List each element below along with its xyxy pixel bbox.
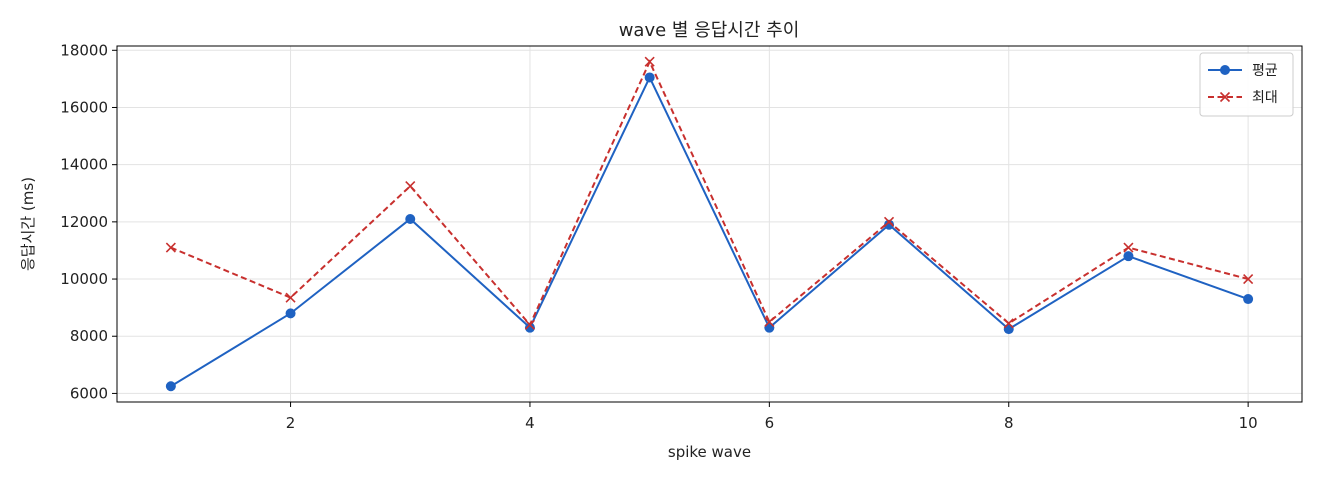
x-tick-label: 4 [525, 414, 535, 432]
y-tick-label: 10000 [60, 270, 108, 288]
data-point [1123, 251, 1134, 262]
y-tick-label: 12000 [60, 213, 108, 231]
x-tick-label: 6 [765, 414, 775, 432]
y-axis-label: 응답시간 (ms) [19, 177, 37, 271]
chart-title: wave 별 응답시간 추이 [619, 20, 800, 41]
series-line [170, 75, 1249, 388]
series-2 [165, 56, 1254, 330]
data-point [644, 56, 655, 67]
data-point [285, 292, 296, 303]
plot-frame [116, 45, 1303, 403]
data-point [165, 242, 176, 253]
data-point [1123, 242, 1134, 253]
data-point [1243, 273, 1254, 285]
legend-marker [1219, 91, 1231, 103]
data-point [524, 322, 535, 333]
legend-label: 평균 [1252, 63, 1278, 79]
series-1 [165, 72, 1254, 392]
data-point [405, 213, 416, 224]
x-tick-label: 8 [1004, 414, 1014, 432]
grid [117, 46, 1302, 402]
data-point [1243, 294, 1254, 305]
data-point [165, 381, 176, 392]
series-layer [165, 56, 1254, 392]
data-point [1003, 318, 1014, 329]
axis-ticks: 2 4 6 8 10 6000 8000 10000 12000 14000 16000 18000 [60, 41, 1257, 432]
data-point [883, 216, 895, 227]
data-point [1003, 324, 1014, 335]
x-axis-label: spike wave [668, 443, 751, 461]
data-point [644, 72, 655, 83]
x-tick-label: 10 [1239, 414, 1258, 432]
legend-label: 최대 [1252, 90, 1278, 106]
legend-box [1199, 52, 1294, 117]
data-point [884, 219, 895, 230]
y-tick-label: 16000 [60, 98, 108, 116]
data-point [285, 308, 296, 319]
y-tick-label: 18000 [60, 41, 108, 59]
legend-marker [1220, 65, 1230, 75]
data-point [524, 319, 536, 330]
y-tick-label: 14000 [60, 156, 108, 174]
y-tick-label: 8000 [70, 327, 108, 345]
data-point [405, 181, 416, 192]
series-line [170, 59, 1249, 327]
legend-item: 평균 [1208, 63, 1278, 79]
x-tick-label: 2 [286, 414, 296, 432]
data-point [764, 316, 775, 328]
data-point [764, 322, 775, 333]
legend-item: 최대 [1208, 90, 1278, 106]
y-tick-label: 6000 [70, 384, 108, 402]
